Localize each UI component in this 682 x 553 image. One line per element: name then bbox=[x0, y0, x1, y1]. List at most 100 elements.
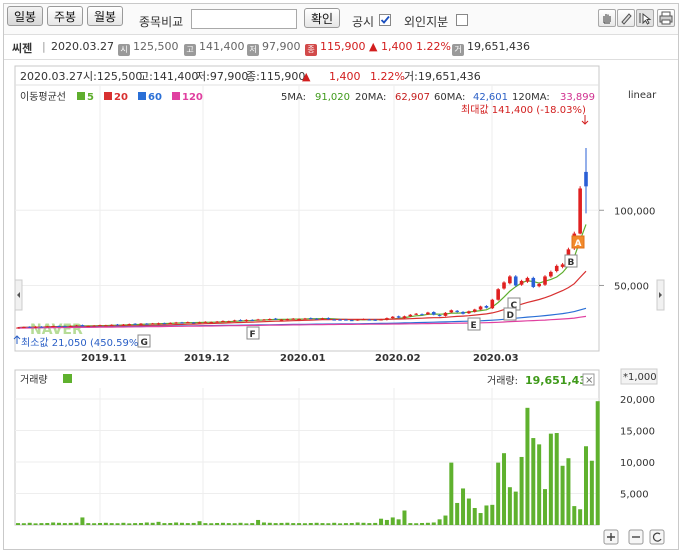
volume-bar bbox=[21, 523, 26, 525]
candle-body bbox=[244, 319, 249, 322]
scale-mode-label[interactable]: linear bbox=[628, 90, 657, 101]
candle-body bbox=[326, 317, 331, 320]
volume-bar bbox=[402, 510, 407, 525]
marker-b[interactable] bbox=[564, 254, 578, 268]
marker-a[interactable] bbox=[571, 235, 585, 249]
compare-input[interactable] bbox=[191, 9, 297, 29]
low-value: 97,900 bbox=[262, 40, 301, 53]
confirm-button[interactable]: 확인 bbox=[304, 8, 340, 28]
volume-bar bbox=[261, 522, 266, 525]
candle-body bbox=[227, 321, 231, 323]
volume-bar bbox=[572, 506, 577, 525]
date-tick-label: 2019.12 bbox=[184, 353, 230, 364]
candle-body bbox=[379, 319, 383, 321]
candle-body bbox=[250, 319, 255, 321]
pen-icon[interactable] bbox=[617, 9, 635, 27]
date-tick-label: 2019.11 bbox=[81, 353, 127, 364]
volume-bar bbox=[92, 523, 97, 525]
volume-bar bbox=[74, 522, 79, 525]
candle-body bbox=[584, 171, 588, 187]
volume-bar bbox=[238, 522, 243, 525]
candle-body bbox=[121, 324, 126, 326]
candle-body bbox=[496, 289, 500, 300]
volume-bar bbox=[191, 522, 196, 525]
marker-d[interactable] bbox=[503, 307, 517, 321]
tab-weekly[interactable]: 주봉 bbox=[47, 6, 83, 26]
marker-label[interactable]: A bbox=[575, 239, 582, 249]
info-open: 시 125,500 bbox=[118, 40, 179, 56]
marker-g[interactable] bbox=[137, 334, 151, 348]
tab-daily[interactable]: 일봉 bbox=[7, 6, 43, 26]
check-icon bbox=[380, 15, 390, 24]
plus-icon[interactable] bbox=[607, 533, 615, 541]
volume-tick-label: 15,000 bbox=[620, 427, 655, 438]
price-tick-label: 50,000 bbox=[614, 281, 649, 292]
volume-bar bbox=[150, 522, 155, 525]
marker-label[interactable]: F bbox=[250, 330, 256, 340]
volume-bar bbox=[478, 513, 483, 525]
volume-bar bbox=[16, 523, 20, 525]
candle-body bbox=[16, 327, 20, 329]
candle-body bbox=[215, 321, 219, 323]
reset-button[interactable] bbox=[649, 529, 665, 545]
notice-markers[interactable]: AB CD E F G bbox=[137, 235, 585, 348]
ma-value-label: 20MA: bbox=[355, 92, 386, 103]
volume-bar bbox=[138, 522, 143, 525]
hand-icon[interactable] bbox=[598, 9, 616, 27]
candle-body bbox=[344, 319, 348, 321]
candle-body bbox=[420, 314, 424, 316]
naver-watermark: NAVER bbox=[30, 322, 83, 338]
volume-bar bbox=[109, 523, 114, 525]
foreign-checkbox[interactable] bbox=[456, 14, 468, 26]
ma-value: 62,907 bbox=[395, 92, 430, 103]
chevron-left-icon[interactable] bbox=[17, 292, 20, 298]
candle-body bbox=[74, 325, 79, 327]
chevron-right-icon[interactable] bbox=[659, 292, 662, 298]
volume-bars bbox=[16, 401, 600, 525]
ma-legend-label: 이동평균선 bbox=[20, 91, 66, 103]
notice-label: 공시 bbox=[352, 15, 375, 29]
candle-body bbox=[174, 322, 178, 324]
candle-body bbox=[86, 326, 91, 328]
candle-body bbox=[513, 276, 518, 286]
marker-label[interactable]: B bbox=[568, 258, 575, 268]
volume-bar bbox=[33, 523, 38, 525]
volume-bar bbox=[338, 523, 343, 525]
info-low: 저 97,900 bbox=[247, 40, 301, 56]
stock-name: 씨젠 bbox=[12, 42, 33, 55]
candle-body bbox=[39, 326, 44, 328]
marker-label[interactable]: C bbox=[511, 301, 518, 311]
volume-bar bbox=[355, 522, 360, 525]
close-icon[interactable]: × bbox=[585, 375, 593, 386]
notice-checkbox[interactable] bbox=[379, 14, 391, 26]
candle-body bbox=[390, 316, 395, 319]
compare-label: 종목비교 bbox=[139, 15, 184, 29]
volume-axis: 20,000 15,000 10,000 5,000 bbox=[620, 395, 655, 501]
candle-body bbox=[320, 318, 325, 320]
refresh-icon[interactable] bbox=[652, 532, 662, 542]
open-value: 125,500 bbox=[133, 40, 179, 53]
marker-label[interactable]: E bbox=[471, 321, 477, 331]
marker-label[interactable]: D bbox=[507, 311, 514, 321]
marker-label[interactable]: G bbox=[141, 338, 148, 348]
volume-close-button[interactable] bbox=[582, 373, 595, 386]
print-icon[interactable] bbox=[657, 9, 675, 27]
volume-bar bbox=[472, 507, 477, 525]
volume-bar bbox=[326, 523, 331, 525]
volume-bar bbox=[203, 523, 208, 525]
candle-body bbox=[80, 325, 85, 327]
volume-bar bbox=[45, 522, 50, 525]
volume-bar bbox=[560, 465, 565, 525]
marker-f[interactable] bbox=[246, 326, 260, 340]
marker-e[interactable] bbox=[467, 317, 481, 331]
cursor-icon[interactable] bbox=[636, 9, 654, 27]
volume-bar bbox=[548, 433, 553, 525]
candle-body bbox=[162, 323, 167, 325]
volume-unit-box bbox=[620, 368, 658, 385]
volume-tick-label: 5,000 bbox=[620, 490, 649, 501]
candle-body bbox=[385, 318, 389, 320]
tab-monthly[interactable]: 월봉 bbox=[87, 6, 123, 26]
volume-bar bbox=[373, 522, 378, 525]
volume-bar bbox=[279, 522, 284, 525]
